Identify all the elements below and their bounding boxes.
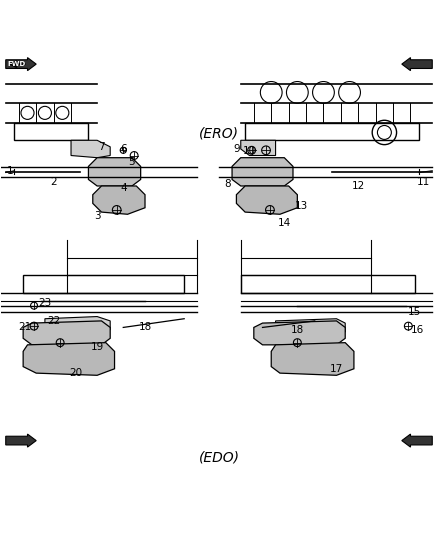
Text: 12: 12 [352, 181, 365, 191]
Text: 20: 20 [69, 368, 82, 378]
Text: 7: 7 [98, 142, 105, 152]
Polygon shape [254, 321, 345, 345]
Text: 5: 5 [129, 157, 135, 167]
Text: 13: 13 [295, 200, 308, 211]
Text: 23: 23 [38, 298, 52, 309]
Text: 16: 16 [410, 325, 424, 335]
Polygon shape [6, 434, 36, 447]
Text: 17: 17 [330, 364, 343, 374]
Text: FWD: FWD [7, 61, 26, 67]
Polygon shape [23, 321, 110, 345]
Text: (ERO): (ERO) [199, 127, 239, 141]
Polygon shape [276, 319, 345, 336]
Text: 8: 8 [224, 179, 231, 189]
Text: 10: 10 [243, 146, 256, 156]
Polygon shape [241, 140, 276, 156]
Text: 4: 4 [120, 183, 127, 193]
Text: 9: 9 [233, 144, 240, 154]
Polygon shape [6, 58, 36, 71]
Polygon shape [237, 186, 297, 214]
Polygon shape [45, 317, 110, 334]
Text: 2: 2 [50, 176, 57, 187]
Text: 14: 14 [278, 218, 291, 228]
Text: 15: 15 [408, 307, 421, 317]
Polygon shape [402, 434, 432, 447]
Text: 19: 19 [91, 342, 104, 352]
Polygon shape [23, 343, 115, 375]
Polygon shape [271, 343, 354, 375]
Polygon shape [88, 158, 141, 186]
Polygon shape [232, 158, 293, 186]
Text: 18: 18 [291, 325, 304, 335]
Polygon shape [93, 186, 145, 214]
Text: (EDO): (EDO) [198, 451, 240, 465]
Text: 21: 21 [19, 322, 32, 333]
Text: 3: 3 [94, 212, 100, 221]
Text: 22: 22 [47, 316, 60, 326]
Polygon shape [71, 140, 110, 158]
Text: 6: 6 [120, 144, 127, 154]
Polygon shape [402, 58, 432, 71]
Text: 11: 11 [417, 176, 430, 187]
Text: 1: 1 [7, 166, 14, 176]
Text: 18: 18 [138, 322, 152, 333]
